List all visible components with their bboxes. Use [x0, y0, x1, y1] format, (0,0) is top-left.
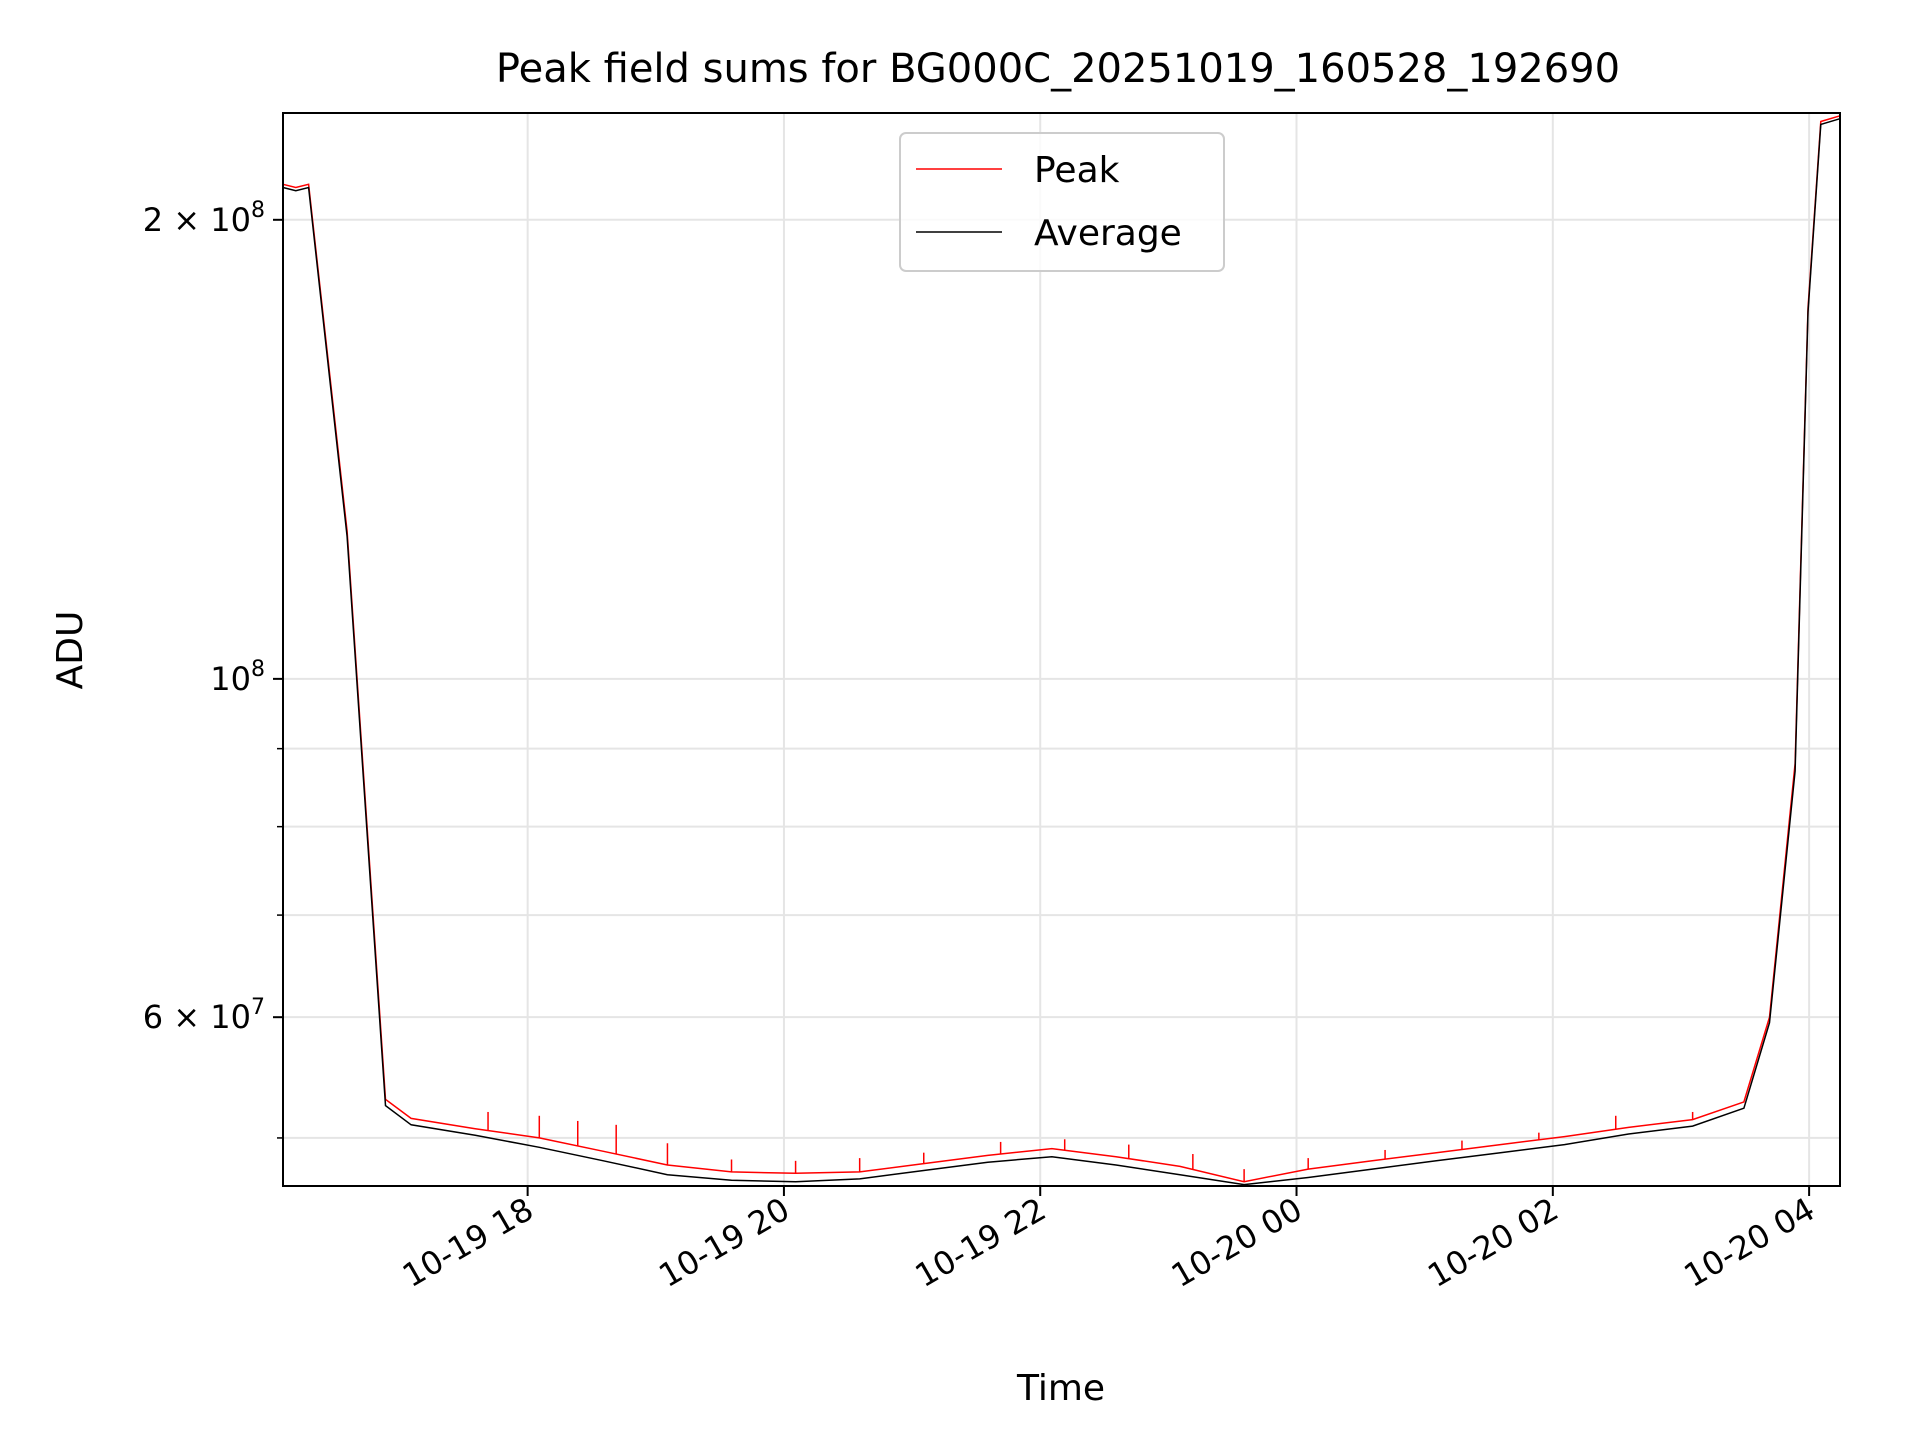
legend-box [899, 132, 1225, 272]
average-line [282, 117, 1841, 1186]
series-lines [282, 115, 1841, 1186]
y-tick-label: 2 × 108 [143, 198, 265, 239]
peak-line [282, 115, 1841, 1183]
y-tick-label: 6 × 107 [143, 995, 265, 1036]
legend: Peak Average [899, 132, 1225, 272]
y-axis-label: ADU [50, 611, 91, 690]
chart-title: Peak field sums for BG000C_20251019_1605… [496, 46, 1620, 92]
x-axis-label: Time [1016, 1368, 1105, 1409]
plot-frame [282, 112, 1841, 1187]
legend-peak-label: Peak [1034, 150, 1120, 191]
legend-average-label: Average [1034, 213, 1182, 254]
